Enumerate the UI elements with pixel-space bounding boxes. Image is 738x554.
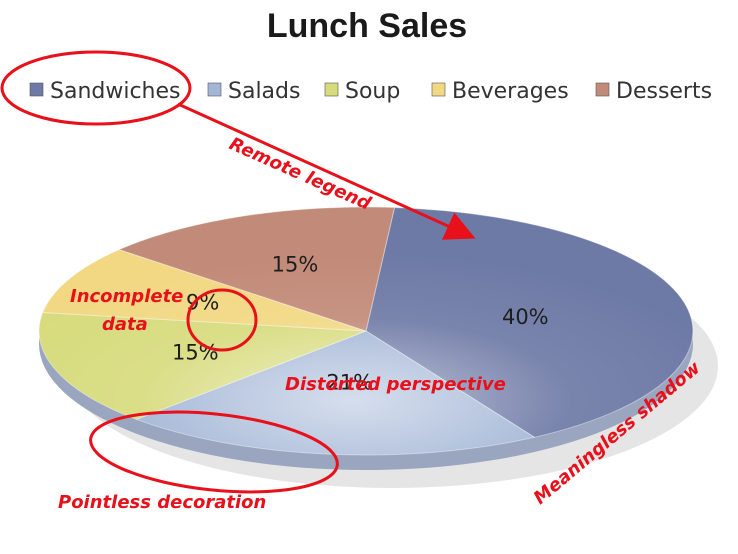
legend-swatch-salads	[207, 82, 222, 97]
slice-labels: 40%21%15%9%15%	[172, 252, 549, 394]
slice-label-desserts: 15%	[272, 252, 319, 276]
legend: Sandwiches Salads Soup Beverages Desserts	[29, 79, 712, 104]
remote-legend-arrow	[177, 102, 476, 240]
legend-swatch-desserts	[595, 82, 610, 97]
remote-legend-annotation: Remote legend	[226, 133, 375, 215]
incomplete-data-annotation-line1: Incomplete	[70, 286, 183, 307]
data-circle-annotation	[186, 288, 258, 352]
legend-label-soup: Soup	[345, 79, 400, 104]
legend-swatch-sandwiches	[29, 82, 44, 97]
legend-label-desserts: Desserts	[616, 79, 712, 104]
legend-swatch-soup	[324, 82, 339, 97]
legend-circle-annotation	[0, 50, 192, 126]
slice-label-soup: 15%	[172, 341, 219, 365]
legend-label-sandwiches: Sandwiches	[50, 79, 181, 104]
distorted-perspective-annotation: Distorted perspective	[285, 374, 506, 395]
decoration-circle-annotation	[89, 410, 339, 494]
pointless-decoration-annotation: Pointless decoration	[58, 492, 266, 513]
incomplete-data-annotation-line2: data	[102, 314, 148, 335]
slice-label-sandwiches: 40%	[502, 305, 549, 329]
slice-label-salads: 21%	[326, 371, 373, 395]
legend-label-salads: Salads	[228, 79, 300, 104]
legend-swatch-beverages	[431, 82, 446, 97]
chart-title: Lunch Sales	[267, 7, 467, 45]
legend-label-beverages: Beverages	[452, 79, 569, 104]
